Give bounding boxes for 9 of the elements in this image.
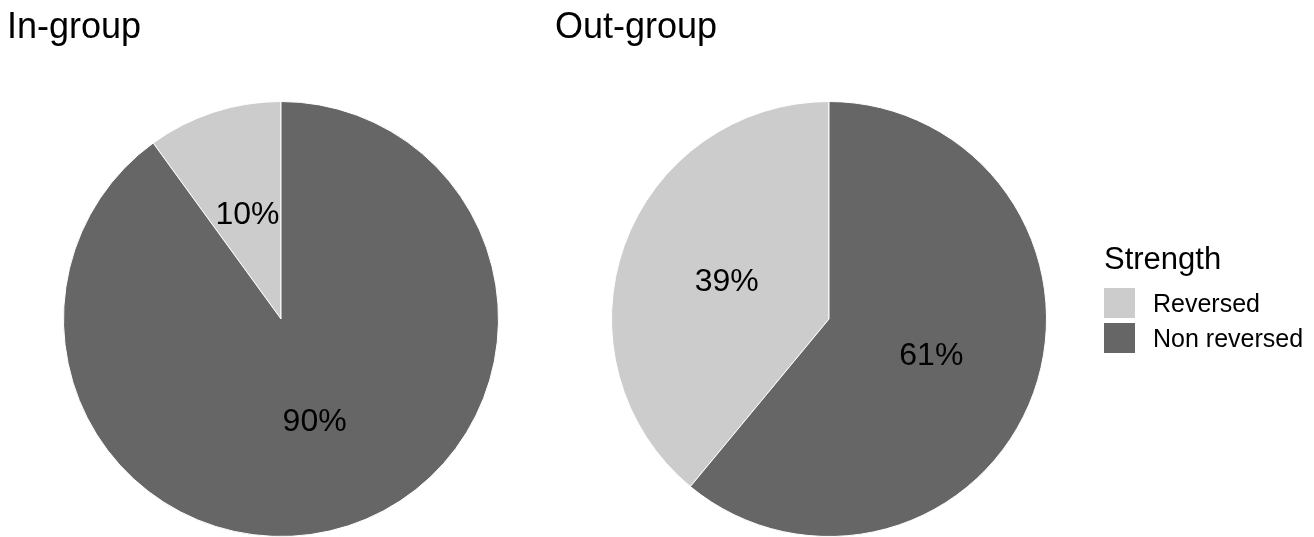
data-label: 10% (215, 195, 280, 232)
chart-title: Out-group (555, 5, 718, 46)
data-label: 61% (899, 335, 964, 372)
legend-label: Reversed (1153, 288, 1260, 318)
data-label: 90% (282, 402, 347, 439)
legend-title: Strength (1104, 241, 1223, 276)
legend-label: Non reversed (1153, 323, 1304, 353)
chart-title: In-group (7, 5, 142, 46)
data-label: 39% (694, 261, 759, 298)
